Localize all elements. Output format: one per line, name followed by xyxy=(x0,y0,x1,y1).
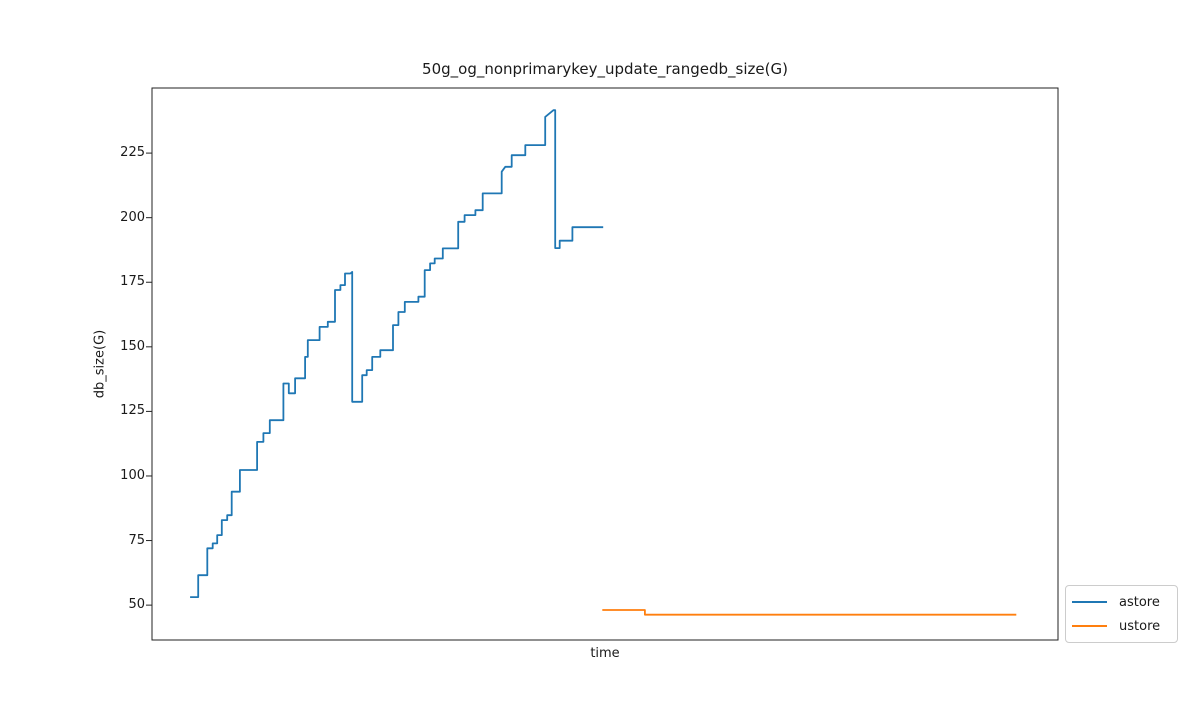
y-tick-label: 175 xyxy=(120,274,145,290)
legend-line-ustore-icon xyxy=(1072,625,1107,627)
y-tick-label: 125 xyxy=(120,403,145,419)
y-tick-label: 225 xyxy=(120,145,145,161)
legend-label-ustore: ustore xyxy=(1119,618,1161,634)
series-line-ustore xyxy=(602,609,1017,616)
legend: astore ustore xyxy=(1065,585,1178,643)
y-tick-label: 75 xyxy=(128,532,145,548)
y-tick-label: 50 xyxy=(128,597,145,613)
legend-item-ustore: ustore xyxy=(1072,614,1169,638)
y-tick-label: 100 xyxy=(120,467,145,483)
chart-title: 50g_og_nonprimarykey_update_rangedb_size… xyxy=(422,60,788,78)
x-axis-label: time xyxy=(590,646,620,661)
legend-line-astore-icon xyxy=(1072,601,1107,603)
legend-label-astore: astore xyxy=(1119,594,1160,610)
plot-border xyxy=(151,87,1059,641)
y-tick-label: 200 xyxy=(120,209,145,225)
series-line-astore xyxy=(190,109,604,598)
y-tick-label: 150 xyxy=(120,338,145,354)
legend-item-astore: astore xyxy=(1072,590,1169,614)
